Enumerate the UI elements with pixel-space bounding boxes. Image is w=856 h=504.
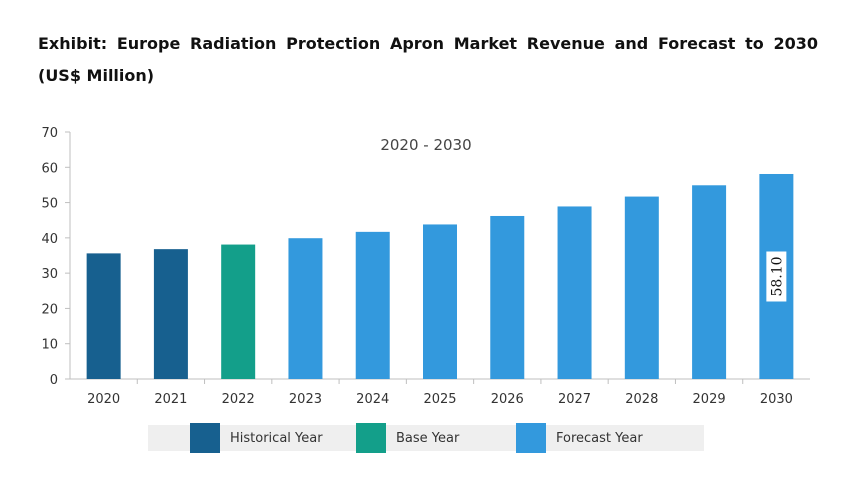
legend-item-base: Base Year [356, 423, 460, 453]
x-tick-label: 2026 [491, 392, 524, 407]
chart-subtitle: 2020 - 2030 [380, 136, 471, 154]
y-tick-label: 0 [50, 373, 58, 388]
y-tick-label: 10 [41, 338, 58, 353]
legend-label-historical: Historical Year [230, 430, 323, 446]
y-tick-label: 30 [41, 267, 58, 282]
x-tick-label: 2027 [558, 392, 591, 407]
y-tick-label: 40 [41, 232, 58, 247]
data-label-group: 58.10 [766, 251, 787, 302]
x-tick-label: 2022 [222, 392, 255, 407]
x-tick-label: 2025 [423, 392, 456, 407]
x-tick-label: 2021 [154, 392, 187, 407]
bar-2021 [153, 249, 188, 379]
bar-2020 [86, 253, 121, 379]
bar-2029 [692, 185, 727, 379]
x-tick-label: 2024 [356, 392, 389, 407]
chart-title: Exhibit: Europe Radiation Protection Apr… [38, 34, 818, 85]
legend-swatch-historical [190, 423, 220, 453]
x-tick-label: 2028 [625, 392, 658, 407]
x-tick-label: 2030 [760, 392, 793, 407]
data-label: 58.10 [769, 256, 785, 296]
legend-label-base: Base Year [396, 430, 460, 446]
x-tick-label: 2029 [693, 392, 726, 407]
chart-bars: 58.10 [86, 173, 794, 379]
chart-legend: Historical Year Base Year Forecast Year [148, 423, 704, 453]
bar-2022 [221, 244, 256, 379]
bar-2023 [288, 238, 323, 379]
legend-item-forecast: Forecast Year [516, 423, 643, 453]
x-tick-label: 2020 [87, 392, 120, 407]
y-tick-label: 70 [41, 126, 58, 141]
bar-2027 [557, 206, 592, 379]
y-tick-label: 20 [41, 302, 58, 317]
legend-swatch-base [356, 423, 386, 453]
x-tick-label: 2023 [289, 392, 322, 407]
data-label-bg [766, 251, 787, 302]
bar-2028 [624, 196, 659, 379]
legend-label-forecast: Forecast Year [556, 430, 643, 446]
legend-swatch-forecast [516, 423, 546, 453]
bar-2026 [490, 215, 525, 379]
legend-item-historical: Historical Year [190, 423, 323, 453]
y-tick-label: 60 [41, 161, 58, 176]
bar-2025 [423, 224, 457, 379]
y-tick-label: 50 [41, 197, 58, 212]
bar-2024 [355, 231, 390, 379]
